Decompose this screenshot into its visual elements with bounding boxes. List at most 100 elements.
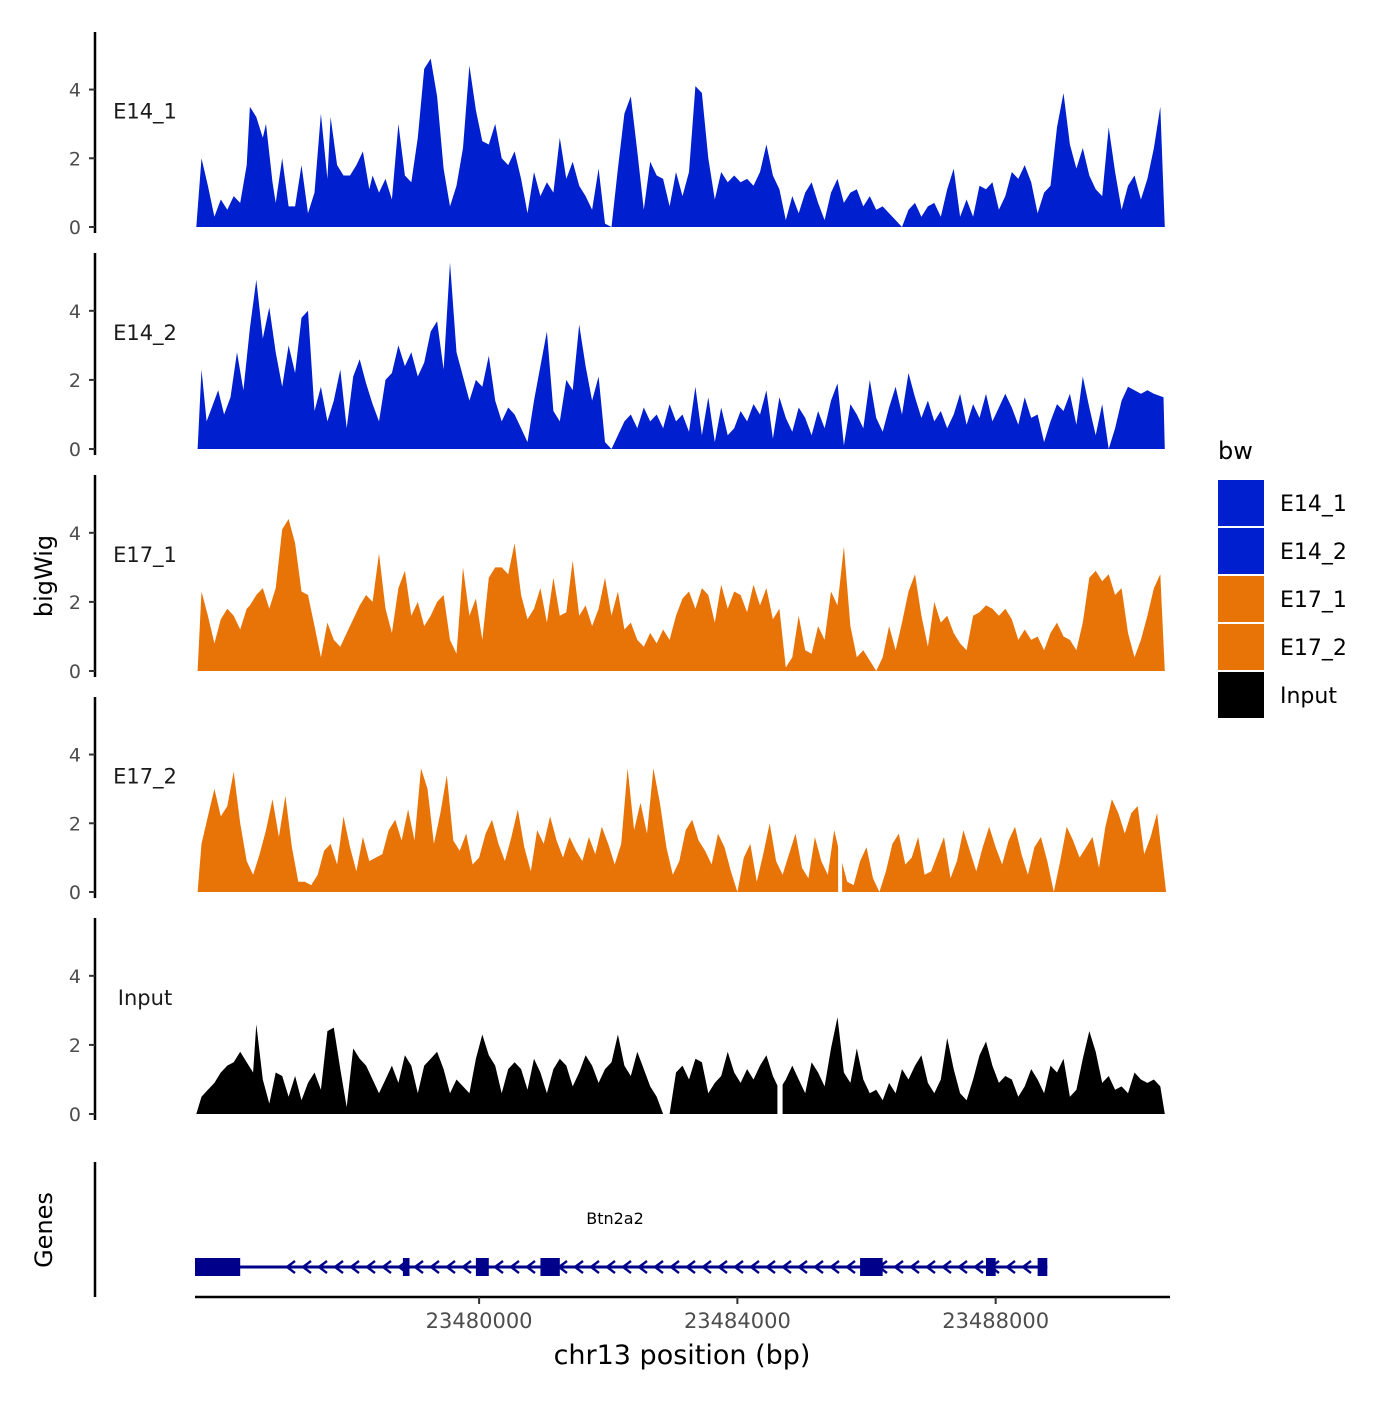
y-tick-label: 4 — [69, 745, 81, 767]
gene-exon — [405, 1258, 410, 1276]
track-label-input: Input — [118, 986, 172, 1010]
area-series-input — [196, 1017, 1165, 1114]
legend-title: bw — [1218, 437, 1253, 465]
strand-arrow — [893, 1260, 904, 1274]
legend-label-e14_1: E14_1 — [1280, 492, 1347, 517]
strand-arrow — [653, 1260, 664, 1274]
strand-arrow — [621, 1260, 632, 1274]
y-tick-label: 4 — [69, 966, 81, 988]
genes-axis-label: Genes — [30, 1192, 58, 1268]
gene-exon — [402, 1258, 407, 1276]
strand-arrow — [957, 1260, 968, 1274]
y-tick-label: 2 — [69, 148, 81, 170]
track-input: 0 2 4 Input — [69, 918, 1165, 1126]
strand-arrow — [413, 1260, 424, 1274]
strand-arrow — [573, 1260, 584, 1274]
x-tick-label: 23480000 — [426, 1309, 533, 1333]
y-tick-label: 2 — [69, 1035, 81, 1057]
legend-label-input: Input — [1280, 684, 1337, 709]
strand-arrow — [429, 1260, 440, 1274]
strand-arrow — [461, 1260, 472, 1274]
strand-arrow — [381, 1260, 392, 1274]
y-tick-label: 4 — [69, 301, 81, 323]
strand-arrow — [941, 1260, 952, 1274]
strand-arrow — [445, 1260, 456, 1274]
gene-track: Genes Btn2a2 — [30, 1162, 1048, 1297]
gene-exon — [1037, 1258, 1048, 1276]
legend-swatch-e14_1 — [1218, 480, 1264, 526]
gene-exon — [540, 1258, 560, 1276]
y-tick-label: 0 — [69, 661, 81, 683]
track-e14_1: 0 2 4 E14_1 — [69, 32, 1165, 239]
strand-arrow — [525, 1260, 536, 1274]
track-label-e14_2: E14_2 — [113, 321, 177, 346]
legend-label-e17_1: E17_1 — [1280, 588, 1347, 613]
strand-arrow — [285, 1260, 296, 1274]
strand-arrow — [669, 1260, 680, 1274]
strand-arrow — [685, 1260, 696, 1274]
strand-arrow — [813, 1260, 824, 1274]
legend-swatch-e14_2 — [1218, 528, 1264, 574]
x-tick-label: 23488000 — [942, 1309, 1049, 1333]
strand-arrow — [733, 1260, 744, 1274]
y-tick-label: 4 — [69, 523, 81, 545]
strand-arrow — [717, 1260, 728, 1274]
strand-arrow — [605, 1260, 616, 1274]
track-label-e17_2: E17_2 — [113, 765, 177, 790]
x-axis: 23480000 23484000 23488000 chr13 position … — [195, 1295, 1170, 1371]
legend-swatch-e17_1 — [1218, 576, 1264, 622]
gene-model — [195, 1258, 1048, 1276]
legend: bw E14_1 E14_2 E17_1 E17_2 Input — [1218, 437, 1347, 718]
area-series-e17_1 — [197, 519, 1165, 671]
strand-arrow — [1005, 1260, 1016, 1274]
gene-exon — [860, 1258, 883, 1276]
legend-swatch-e17_2 — [1218, 624, 1264, 670]
area-series-e17_2 — [197, 768, 1167, 892]
gene-exon — [475, 1258, 489, 1276]
y-tick-label: 2 — [69, 813, 81, 835]
strand-arrow — [845, 1260, 856, 1274]
track-label-e14_1: E14_1 — [113, 100, 177, 125]
y-axis-label: bigWig — [30, 535, 58, 617]
strand-arrow — [509, 1260, 520, 1274]
signal-tracks: 0 2 4 E14_1 0 2 4 E14_2 0 2 4 E17_1 0 2 4 E17_2 0 2 4 Input — [69, 32, 1167, 1126]
legend-label-e14_2: E14_2 — [1280, 540, 1347, 565]
gene-label-btn2a2: Btn2a2 — [586, 1209, 644, 1228]
y-tick-label: 0 — [69, 882, 81, 904]
area-series-e14_2 — [197, 262, 1165, 449]
strand-arrow — [637, 1260, 648, 1274]
gene-exon — [985, 1258, 996, 1276]
strand-arrow — [701, 1260, 712, 1274]
strand-arrow — [493, 1260, 504, 1274]
y-tick-label: 4 — [69, 80, 81, 102]
strand-arrow — [765, 1260, 776, 1274]
track-e14_2: 0 2 4 E14_2 — [69, 253, 1165, 461]
strand-arrow — [349, 1260, 360, 1274]
strand-arrow — [317, 1260, 328, 1274]
gene-exon — [195, 1258, 241, 1276]
strand-arrow — [365, 1260, 376, 1274]
y-tick-label: 2 — [69, 370, 81, 392]
strand-arrow — [925, 1260, 936, 1274]
legend-items: E14_1 E14_2 E17_1 E17_2 Input — [1218, 480, 1347, 718]
legend-swatch-input — [1218, 672, 1264, 718]
x-tick-label: 23484000 — [684, 1309, 791, 1333]
y-tick-label: 0 — [69, 1104, 81, 1126]
coverage-gap — [838, 701, 843, 894]
strand-arrow — [1021, 1260, 1032, 1274]
strand-arrow — [749, 1260, 760, 1274]
x-axis-ticks: 23480000 23484000 23488000 — [426, 1297, 1049, 1333]
x-axis-label: chr13 position (bp) — [554, 1340, 811, 1371]
track-e17_1: 0 2 4 E17_1 — [69, 475, 1165, 683]
legend-label-e17_2: E17_2 — [1280, 636, 1347, 661]
strand-arrow — [781, 1260, 792, 1274]
area-series-e14_1 — [196, 58, 1165, 227]
strand-arrow — [333, 1260, 344, 1274]
strand-arrow — [301, 1260, 312, 1274]
coverage-gap — [777, 922, 783, 1116]
y-tick-label: 2 — [69, 592, 81, 614]
strand-arrow — [973, 1260, 984, 1274]
track-label-e17_1: E17_1 — [113, 543, 177, 568]
